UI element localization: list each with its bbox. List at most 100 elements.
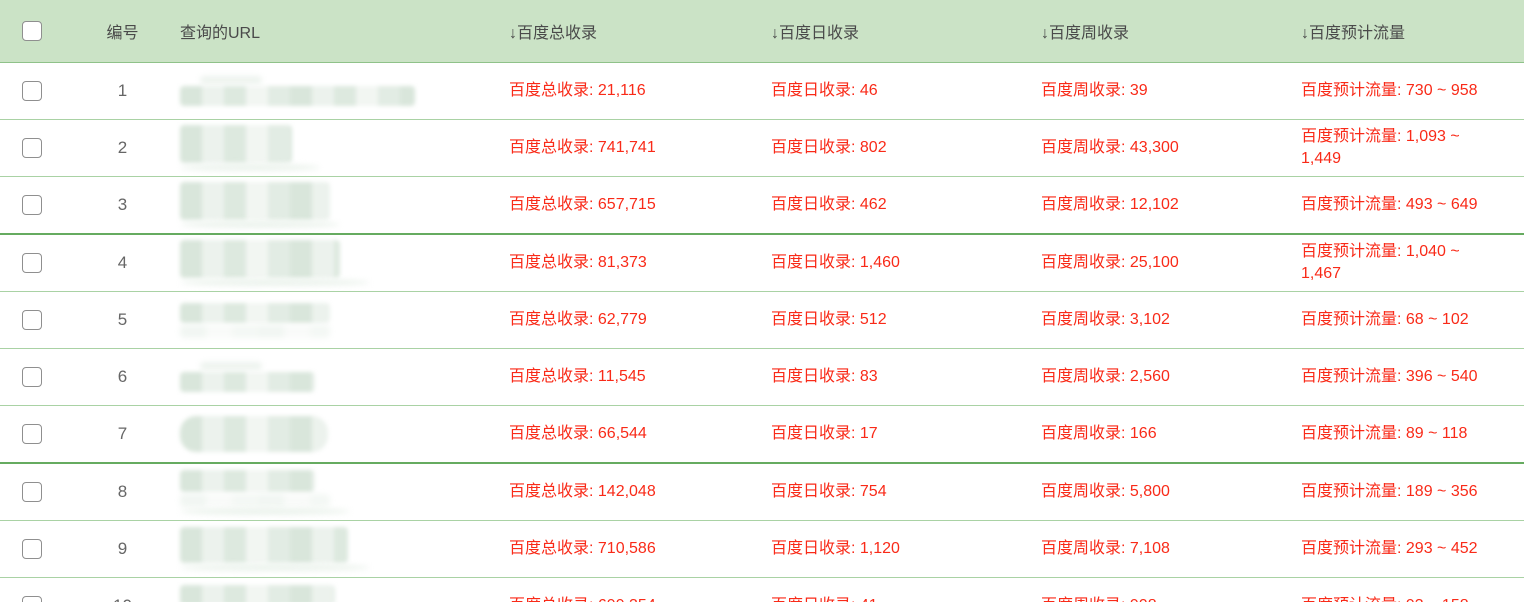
row-checkbox-cell — [0, 348, 80, 406]
daily-indexed-cell: 百度日收录: 41 — [759, 577, 1029, 602]
row-checkbox[interactable] — [22, 138, 42, 158]
header-checkbox-cell — [0, 0, 80, 63]
url-blur — [180, 584, 496, 602]
table-row: 10 百度总收录: 699,354百度日收录: 41百度周收录: 908百度预计流… — [0, 577, 1524, 602]
header-total-indexed[interactable]: ↓百度总收录 — [497, 0, 759, 63]
total-indexed-cell: 百度总收录: 62,779 — [497, 291, 759, 349]
total-indexed-cell: 百度总收录: 741,741 — [497, 119, 759, 177]
estimated-traffic-cell: 百度预计流量: 1,040 ~1,467 — [1289, 234, 1524, 292]
daily-indexed-cell: 百度日收录: 1,460 — [759, 234, 1029, 292]
row-number: 9 — [80, 520, 165, 578]
sort-desc-icon: ↓ — [1301, 25, 1309, 42]
row-checkbox-cell — [0, 234, 80, 292]
row-checkbox[interactable] — [22, 424, 42, 444]
estimated-traffic-cell: 百度预计流量: 93 ~ 158 — [1289, 577, 1524, 602]
queried-url-cell — [165, 405, 497, 464]
url-blur — [180, 182, 496, 228]
weekly-indexed-cell: 百度周收录: 7,108 — [1029, 520, 1289, 578]
total-indexed-cell: 百度总收录: 11,545 — [497, 348, 759, 406]
url-blur — [180, 240, 496, 286]
estimated-traffic-cell: 百度预计流量: 493 ~ 649 — [1289, 176, 1524, 235]
row-checkbox-cell — [0, 176, 80, 235]
sort-desc-icon: ↓ — [1041, 25, 1049, 42]
url-blur — [180, 125, 496, 171]
url-blur — [180, 469, 496, 515]
total-indexed-cell: 百度总收录: 66,544 — [497, 405, 759, 464]
row-checkbox[interactable] — [22, 81, 42, 101]
row-checkbox-cell — [0, 405, 80, 464]
daily-indexed-cell: 百度日收录: 46 — [759, 62, 1029, 120]
row-checkbox-cell — [0, 291, 80, 349]
table-row: 4 百度总收录: 81,373 百度日收录: 1,460 百度周收录: 25,100 百… — [0, 234, 1524, 292]
weekly-indexed-cell: 百度周收录: 39 — [1029, 62, 1289, 120]
table-row: 9 百度总收录: 710,586 百度日收录: 1,120 百度周收录: 7,108 百… — [0, 520, 1524, 578]
row-checkbox[interactable] — [22, 482, 42, 502]
total-indexed-cell: 百度总收录: 657,715 — [497, 176, 759, 235]
weekly-indexed-cell: 百度周收录: 166 — [1029, 405, 1289, 464]
estimated-traffic-cell: 百度预计流量: 396 ~ 540 — [1289, 348, 1524, 406]
weekly-indexed-cell: 百度周收录: 3,102 — [1029, 291, 1289, 349]
header-row: 编号 查询的URL ↓百度总收录 ↓百度日收录 ↓百度周收录 ↓百度预计流量 — [0, 0, 1524, 63]
queried-url-cell — [165, 348, 497, 406]
estimated-traffic-cell: 百度预计流量: 293 ~ 452 — [1289, 520, 1524, 578]
daily-indexed-cell: 百度日收录: 462 — [759, 176, 1029, 235]
queried-url-cell — [165, 62, 497, 120]
daily-indexed-cell: 百度日收录: 802 — [759, 119, 1029, 177]
row-checkbox-cell — [0, 463, 80, 521]
sort-desc-icon: ↓ — [509, 25, 517, 42]
total-indexed-cell: 百度总收录: 699,354 — [497, 577, 759, 602]
daily-indexed-cell: 百度日收录: 754 — [759, 463, 1029, 521]
header-url: 查询的URL — [165, 0, 497, 63]
row-checkbox[interactable] — [22, 367, 42, 387]
row-checkbox-cell — [0, 520, 80, 578]
weekly-indexed-cell: 百度周收录: 5,800 — [1029, 463, 1289, 521]
row-number: 2 — [80, 119, 165, 177]
row-checkbox-cell — [0, 62, 80, 120]
url-blur — [180, 302, 496, 338]
row-number: 7 — [80, 405, 165, 464]
estimated-traffic-cell: 百度预计流量: 68 ~ 102 — [1289, 291, 1524, 349]
table-row: 1 百度总收录: 21,116 百度日收录: 46 百度周收录: 39 百度预计流量: … — [0, 62, 1524, 120]
weekly-indexed-cell: 百度周收录: 25,100 — [1029, 234, 1289, 292]
row-number: 1 — [80, 62, 165, 120]
queried-url-cell — [165, 463, 497, 521]
url-blur — [180, 527, 496, 571]
url-blur — [180, 76, 496, 106]
estimated-traffic-cell: 百度预计流量: 1,093 ~1,449 — [1289, 119, 1524, 177]
queried-url-cell — [165, 119, 497, 177]
queried-url-cell — [165, 234, 497, 292]
row-checkbox[interactable] — [22, 195, 42, 215]
table-row: 7 百度总收录: 66,544 百度日收录: 17 百度周收录: 166 百度预计流量:… — [0, 405, 1524, 464]
sort-desc-icon: ↓ — [771, 25, 779, 42]
header-daily-indexed[interactable]: ↓百度日收录 — [759, 0, 1029, 63]
row-number: 5 — [80, 291, 165, 349]
weekly-indexed-cell: 百度周收录: 908 — [1029, 577, 1289, 602]
header-estimated-traffic[interactable]: ↓百度预计流量 — [1289, 0, 1524, 63]
queried-url-cell — [165, 176, 497, 235]
row-checkbox[interactable] — [22, 596, 42, 602]
estimated-traffic-cell: 百度预计流量: 730 ~ 958 — [1289, 62, 1524, 120]
row-checkbox[interactable] — [22, 310, 42, 330]
header-weekly-indexed[interactable]: ↓百度周收录 — [1029, 0, 1289, 63]
total-indexed-cell: 百度总收录: 710,586 — [497, 520, 759, 578]
row-checkbox[interactable] — [22, 253, 42, 273]
weekly-indexed-cell: 百度周收录: 43,300 — [1029, 119, 1289, 177]
total-indexed-cell: 百度总收录: 142,048 — [497, 463, 759, 521]
queried-url-cell — [165, 291, 497, 349]
table-body: 1 百度总收录: 21,116 百度日收录: 46 百度周收录: 39 百度预计流量: … — [0, 62, 1524, 602]
table-row: 2 百度总收录: 741,741 百度日收录: 802 百度周收录: 43,300 百度… — [0, 119, 1524, 177]
table-row: 8 百度总收录: 142,048 百度日收录: 754 百度周收录: 5,800 百度预… — [0, 463, 1524, 521]
row-number: 10 — [80, 577, 165, 602]
select-all-checkbox[interactable] — [22, 21, 42, 41]
estimated-traffic-cell: 百度预计流量: 89 ~ 118 — [1289, 405, 1524, 464]
row-checkbox[interactable] — [22, 539, 42, 559]
row-number: 4 — [80, 234, 165, 292]
total-indexed-cell: 百度总收录: 81,373 — [497, 234, 759, 292]
queried-url-cell — [165, 520, 497, 578]
row-number: 6 — [80, 348, 165, 406]
url-blur — [180, 362, 496, 392]
weekly-indexed-cell: 百度周收录: 12,102 — [1029, 176, 1289, 235]
